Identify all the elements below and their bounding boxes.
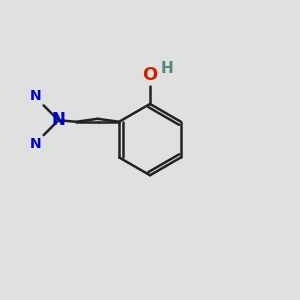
Text: H: H	[160, 61, 173, 76]
Text: N: N	[30, 89, 41, 103]
Text: N: N	[52, 111, 65, 129]
Text: N: N	[30, 137, 41, 151]
Text: O: O	[142, 66, 158, 84]
